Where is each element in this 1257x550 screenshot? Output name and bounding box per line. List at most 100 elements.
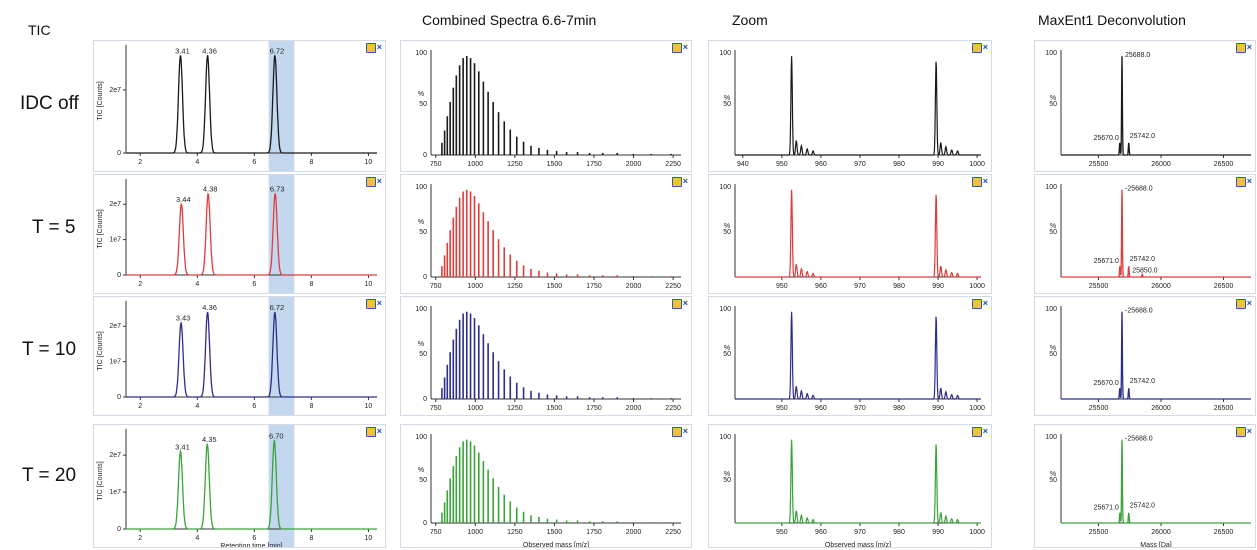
- settings-icon[interactable]: [671, 427, 682, 437]
- tic-trace: [126, 311, 377, 398]
- x-tick-label: 2: [138, 403, 142, 410]
- col-title-zoom: Zoom: [732, 12, 768, 28]
- tic-panel-2-svg: 2 4 6 8 10 0 1e7 2e7 TIC [Counts] 3.43 4.36 6.72: [97, 297, 377, 415]
- x-axis-label: Mass [Da]: [1140, 542, 1172, 548]
- close-icon[interactable]: ×: [376, 298, 382, 309]
- x-tick-label: 10: [365, 159, 373, 166]
- y-tick-label: 50: [1049, 351, 1057, 358]
- x-tick-label: 750: [430, 161, 442, 168]
- close-icon[interactable]: ×: [1246, 176, 1252, 187]
- peak-label: 25742.0: [1130, 378, 1155, 385]
- peak-label: 25670.0: [1093, 380, 1118, 387]
- spectra-panel-0: 750 1000 1250 1500 1750 2000 2250 0 50 100% ×: [400, 40, 692, 172]
- x-tick-label: 1500: [547, 283, 563, 290]
- row-label-idc-off: IDC off: [20, 93, 79, 114]
- close-icon[interactable]: ×: [982, 176, 988, 187]
- y-axis-label: TIC [Counts]: [97, 81, 104, 120]
- peak-label: 25671.0: [1094, 258, 1119, 265]
- close-icon[interactable]: ×: [376, 42, 382, 53]
- maxent-panel-3: 25500 26000 26500 50 100% Mass [Da] -25688.0 25…: [1034, 424, 1256, 548]
- row-label-t20: T = 20: [22, 465, 77, 486]
- x-tick-label: 1000: [468, 283, 484, 290]
- panel-toolbar: ×: [365, 176, 382, 187]
- tic-panel-3: 2 4 6 8 10 0 1e7 2e7 TIC [Counts] Retention time …: [93, 424, 386, 548]
- settings-icon[interactable]: [971, 43, 982, 53]
- y-axis-label: TIC [Counts]: [97, 331, 104, 370]
- x-tick-label: 2000: [626, 161, 642, 168]
- x-tick-label: 25500: [1089, 529, 1109, 536]
- close-icon[interactable]: ×: [1246, 298, 1252, 309]
- settings-icon[interactable]: [671, 177, 682, 187]
- settings-icon[interactable]: [365, 177, 376, 187]
- settings-icon[interactable]: [1235, 43, 1246, 53]
- settings-icon[interactable]: [365, 43, 376, 53]
- settings-icon[interactable]: [365, 299, 376, 309]
- maxent-panel-1-svg: 25500 26000 26500 50 100% -25688.0 25671.0 2574…: [1045, 184, 1251, 290]
- zoom-panel-2: 950 960 970 980 990 1000 50 100% ×: [708, 296, 992, 416]
- settings-icon[interactable]: [365, 427, 376, 437]
- y-tick-label: 2e7: [109, 87, 121, 94]
- x-tick-label: 1000: [969, 283, 985, 290]
- close-icon[interactable]: ×: [376, 176, 382, 187]
- y-tick-label: 0: [117, 394, 121, 401]
- x-tick-label: 1500: [547, 529, 563, 536]
- close-icon[interactable]: ×: [982, 426, 988, 437]
- x-tick-label: 26000: [1151, 161, 1171, 168]
- peak-label: -25688.0: [1125, 186, 1153, 193]
- y-axis-label: %: [418, 219, 424, 226]
- x-tick-label: 750: [430, 529, 442, 536]
- x-tick-label: 2250: [665, 161, 681, 168]
- y-axis-label: %: [1050, 95, 1056, 102]
- x-tick-label: 990: [932, 283, 944, 290]
- peak-label: 3.41: [175, 442, 190, 451]
- x-tick-label: 1000: [468, 405, 484, 412]
- peak-label: 4.36: [202, 303, 217, 312]
- panel-toolbar: ×: [365, 426, 382, 437]
- peak-label: 6.72: [270, 46, 285, 55]
- close-icon[interactable]: ×: [1246, 426, 1252, 437]
- x-tick-label: 960: [815, 161, 827, 168]
- maxent-trace: [1061, 311, 1251, 400]
- settings-icon[interactable]: [971, 427, 982, 437]
- y-tick-label: 0: [117, 150, 121, 157]
- x-tick-label: 960: [815, 283, 827, 290]
- zoom-panel-2-svg: 950 960 970 980 990 1000 50 100%: [719, 306, 985, 412]
- zoom-trace: [735, 311, 981, 400]
- close-icon[interactable]: ×: [682, 176, 688, 187]
- tic-panel-1-svg: 2 4 6 8 10 0 1e7 2e7 TIC [Counts] 3.44 4.38 6.73: [97, 175, 377, 293]
- close-icon[interactable]: ×: [1246, 42, 1252, 53]
- settings-icon[interactable]: [671, 299, 682, 309]
- y-tick-label: 50: [419, 477, 427, 484]
- y-tick-label: 1e7: [109, 237, 121, 244]
- settings-icon[interactable]: [971, 177, 982, 187]
- y-tick-label: 0: [423, 520, 427, 527]
- row-label-t10: T = 10: [22, 339, 77, 360]
- settings-icon[interactable]: [1235, 177, 1246, 187]
- close-icon[interactable]: ×: [682, 298, 688, 309]
- x-tick-label: 1250: [507, 283, 523, 290]
- x-tick-label: 1750: [586, 405, 602, 412]
- settings-icon[interactable]: [971, 299, 982, 309]
- peak-label: -25688.0: [1125, 308, 1153, 315]
- tic-panel-2: 2 4 6 8 10 0 1e7 2e7 TIC [Counts] 3.43 4.36 6.72 ×: [93, 296, 386, 416]
- panel-toolbar: ×: [971, 426, 988, 437]
- settings-icon[interactable]: [1235, 299, 1246, 309]
- x-tick-label: 4: [195, 281, 199, 288]
- y-axis-label: TIC [Counts]: [97, 461, 104, 500]
- close-icon[interactable]: ×: [682, 42, 688, 53]
- settings-icon[interactable]: [1235, 427, 1246, 437]
- close-icon[interactable]: ×: [982, 42, 988, 53]
- y-axis-label: %: [1050, 223, 1056, 230]
- panel-toolbar: ×: [671, 176, 688, 187]
- x-axis-label: Observed mass [m/z]: [825, 542, 891, 548]
- maxent-trace: [1061, 189, 1251, 278]
- close-icon[interactable]: ×: [376, 426, 382, 437]
- x-tick-label: 26500: [1214, 283, 1234, 290]
- zoom-panel-0-svg: 940 950 960 970 980 990 1000 50 100%: [719, 50, 985, 168]
- peak-label: 4.36: [202, 46, 217, 55]
- settings-icon[interactable]: [671, 43, 682, 53]
- peak-label: 4.38: [203, 185, 218, 194]
- close-icon[interactable]: ×: [982, 298, 988, 309]
- close-icon[interactable]: ×: [682, 426, 688, 437]
- x-tick-label: 6: [252, 159, 256, 166]
